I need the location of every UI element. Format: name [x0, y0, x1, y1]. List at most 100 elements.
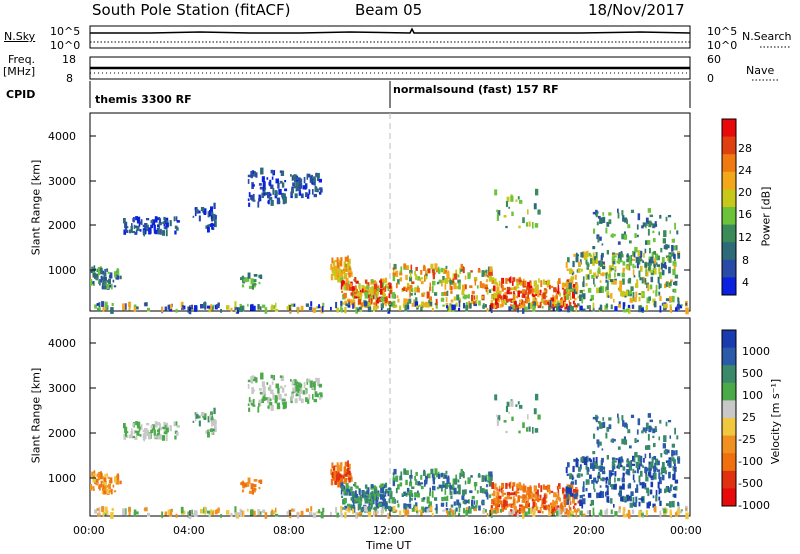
- power-echo: [529, 281, 532, 286]
- power-echo: [442, 276, 445, 282]
- velocity-echo: [444, 488, 447, 495]
- power-echo: [392, 300, 396, 307]
- velocity-echo: [404, 509, 408, 517]
- power-echo: [235, 307, 240, 314]
- power-echo: [671, 238, 675, 243]
- velocity-echo: [626, 463, 630, 468]
- velocity-echo: [260, 372, 264, 380]
- power-echo: [659, 214, 662, 219]
- velocity-echo: [513, 506, 517, 512]
- velocity-echo: [567, 511, 570, 517]
- power-echo: [579, 305, 583, 311]
- velocity-echo: [516, 484, 520, 487]
- velocity-echo: [399, 475, 402, 479]
- power-echo: [516, 307, 519, 313]
- power-echo: [673, 281, 677, 285]
- velocity-echo: [539, 494, 542, 498]
- power-echo: [388, 293, 391, 298]
- power-echo: [563, 302, 566, 308]
- velocity-echo: [577, 508, 580, 511]
- velocity-echo: [102, 511, 105, 517]
- velocity-echo: [366, 490, 370, 495]
- velocity-echo: [593, 477, 597, 483]
- power-echo: [379, 280, 383, 283]
- velocity-echo: [547, 507, 550, 510]
- power-echo: [595, 252, 598, 259]
- velocity-echo: [516, 512, 519, 518]
- power-echo: [454, 304, 457, 310]
- power-echo: [549, 300, 552, 307]
- velocity-echo: [623, 436, 626, 442]
- velocity-echo: [642, 465, 644, 468]
- power-echo: [399, 272, 403, 276]
- velocity-echo: [371, 484, 374, 488]
- velocity-echo: [633, 480, 636, 483]
- power-echo: [343, 284, 346, 290]
- power-echo: [575, 305, 578, 308]
- velocity-echo: [258, 388, 262, 391]
- velocity-echo: [653, 456, 657, 460]
- power-echo: [573, 288, 578, 295]
- velocity-echo: [640, 455, 643, 463]
- velocity-echo: [339, 513, 343, 518]
- velocity-echo: [653, 443, 656, 448]
- power-echo: [613, 280, 617, 285]
- power-echo: [269, 196, 273, 201]
- power-echo: [273, 305, 276, 310]
- power-echo: [382, 301, 384, 305]
- velocity-echo: [251, 403, 254, 406]
- power-echo: [442, 279, 446, 283]
- power-echo: [610, 293, 613, 299]
- velocity-echo: [628, 495, 631, 500]
- velocity-echo: [347, 467, 350, 473]
- velocity-echo: [395, 487, 398, 494]
- power-echo: [671, 245, 674, 252]
- velocity-echo: [399, 477, 403, 481]
- velocity-echo: [451, 510, 454, 516]
- power-echo: [620, 260, 623, 263]
- velocity-echo: [471, 495, 475, 500]
- velocity-echo: [264, 392, 267, 396]
- power-echo: [570, 287, 574, 292]
- velocity-echo: [560, 510, 563, 514]
- power-echo: [508, 298, 512, 302]
- velocity-echo: [457, 484, 461, 489]
- power-echo: [405, 300, 409, 307]
- velocity-echo: [158, 428, 161, 434]
- power-echo: [387, 285, 390, 292]
- power-echo: [255, 172, 258, 178]
- power-echo: [380, 297, 385, 302]
- velocity-echo: [670, 511, 672, 518]
- velocity-echo: [512, 509, 516, 514]
- velocity-echo: [210, 417, 214, 421]
- velocity-echo: [488, 480, 492, 487]
- velocity-echo: [498, 485, 501, 489]
- power-echo: [653, 301, 657, 308]
- power-echo: [187, 306, 190, 313]
- velocity-echo: [372, 492, 376, 495]
- velocity-colorbar-segment: [722, 435, 736, 454]
- power-echo: [636, 263, 639, 269]
- velocity-echo: [587, 492, 592, 498]
- power-echo: [662, 238, 666, 244]
- power-echo: [646, 222, 648, 226]
- power-echo: [524, 306, 528, 311]
- velocity-echo: [520, 510, 525, 514]
- power-echo: [444, 283, 447, 290]
- power-echo: [501, 301, 504, 304]
- power-echo: [471, 300, 475, 304]
- velocity-echo: [473, 506, 476, 511]
- velocity-echo: [599, 441, 602, 446]
- power-echo: [331, 268, 334, 274]
- velocity-echo: [614, 483, 617, 487]
- velocity-echo: [297, 511, 299, 519]
- power-echo: [133, 304, 137, 308]
- velocity-echo: [669, 435, 671, 439]
- velocity-echo: [376, 492, 380, 497]
- velocity-echo: [262, 394, 266, 402]
- power-echo: [420, 305, 423, 311]
- power-echo: [542, 292, 546, 300]
- velocity-echo: [569, 473, 572, 480]
- power-echo: [250, 278, 254, 285]
- velocity-echo: [493, 502, 496, 506]
